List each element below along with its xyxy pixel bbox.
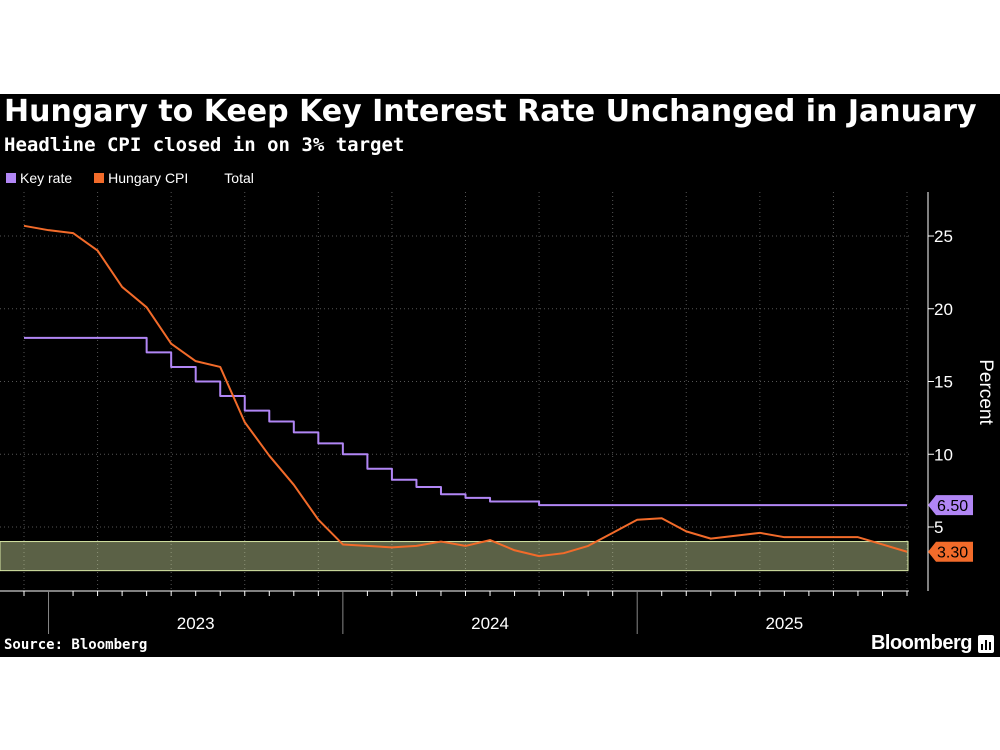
source-note: Source: Bloomberg	[4, 637, 148, 653]
last-value-label-hungary-cpi: 3.30	[937, 545, 968, 562]
page-title: Hungary to Keep Key Interest Rate Unchan…	[4, 94, 977, 129]
legend-label-total: Total	[224, 170, 254, 186]
target-band	[0, 541, 909, 572]
brand-logo: Bloomberg	[870, 632, 973, 654]
chart-panel: Hungary to Keep Key Interest Rate Unchan…	[0, 94, 1000, 657]
legend-label-key-rate: Key rate	[20, 170, 73, 186]
year-label: 2023	[177, 614, 215, 633]
page-subtitle: Headline CPI closed in on 3% target	[4, 134, 405, 156]
legend-item-key-rate: Key rate	[6, 170, 72, 186]
y-tick-label: 25	[934, 227, 953, 246]
bloomberg-icon	[978, 635, 994, 653]
y-tick-label: 15	[934, 373, 953, 392]
last-value-label-key-rate: 6.50	[937, 498, 968, 515]
y-tick-label: 20	[934, 300, 953, 319]
y-tick-label: 10	[934, 445, 953, 464]
last-value-tag-key-rate	[928, 495, 973, 516]
y-tick-label: 5	[934, 518, 943, 537]
legend-item-hungary-cpi: Hungary CPI	[94, 170, 188, 186]
last-value-tag-hungary-cpi	[928, 541, 973, 562]
legend-swatch-total	[210, 173, 221, 183]
legend-item-total: Total	[210, 170, 254, 186]
legend-swatch-key-rate	[6, 173, 16, 183]
legend-swatch-hungary-cpi	[94, 173, 105, 183]
y-axis-title: Percent	[975, 359, 996, 425]
series-line-key-rate	[24, 336, 907, 507]
year-label: 2025	[765, 614, 803, 633]
legend: Key rate Hungary CPI Total	[6, 170, 276, 186]
legend-label-hungary-cpi: Hungary CPI	[108, 170, 189, 186]
series-line-hungary-cpi	[23, 224, 908, 558]
year-label: 2024	[471, 614, 509, 633]
